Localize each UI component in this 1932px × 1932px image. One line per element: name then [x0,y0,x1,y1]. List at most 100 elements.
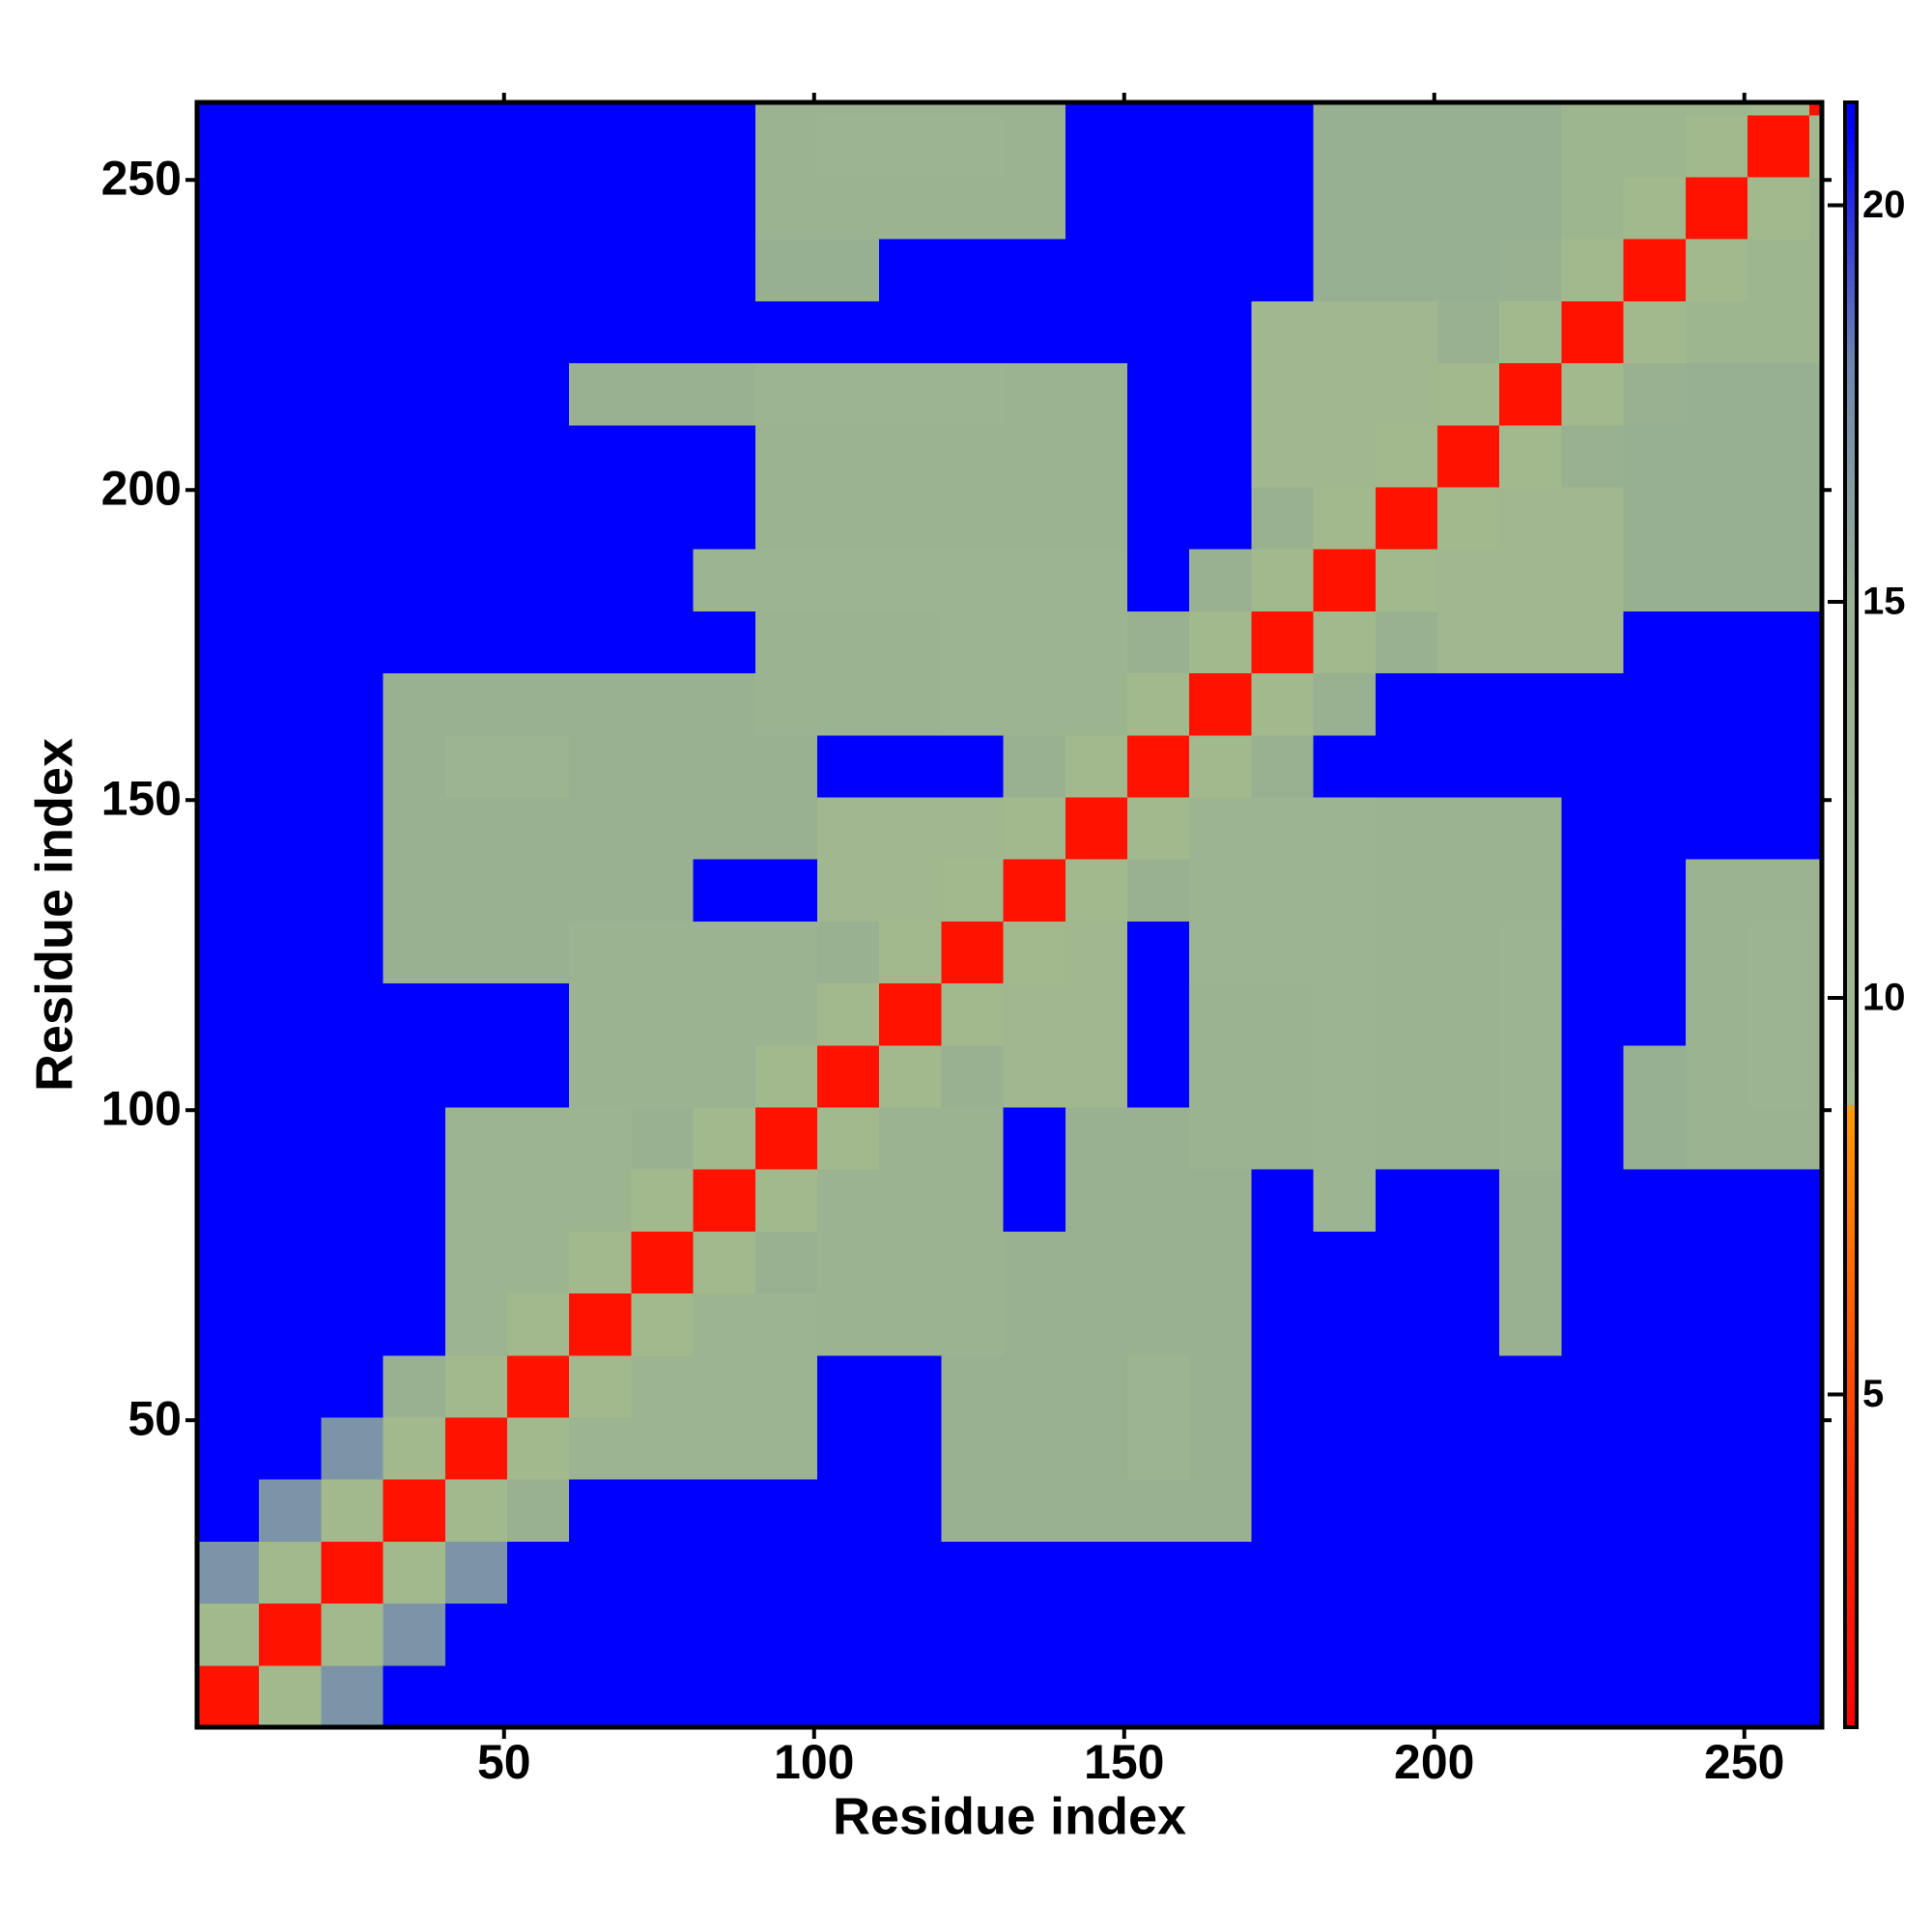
heatmap-cell [1499,1541,1562,1605]
heatmap-cell [1499,1603,1562,1666]
heatmap-cell [1003,114,1066,178]
heatmap-cell [754,300,818,364]
heatmap-cell [1623,549,1687,611]
heatmap-cell [1313,1107,1377,1170]
colorbar-swatch [1845,1266,1857,1273]
y-tick-label: 250 [101,151,182,205]
colorbar-swatch [1845,1158,1857,1165]
heatmap-cell [197,239,260,301]
heatmap-cell [1623,177,1687,240]
colorbar-swatch [1845,508,1857,515]
heatmap-cell [506,734,570,798]
heatmap-cell [754,1603,818,1666]
colorbar-swatch [1845,757,1857,764]
heatmap-cell [1065,672,1128,736]
heatmap-cell [1375,239,1438,301]
heatmap-cell [693,1293,756,1356]
heatmap-cell [444,102,508,116]
colorbar-swatch [1845,893,1857,899]
heatmap-cell [754,1107,818,1170]
colorbar-swatch [1845,1277,1857,1284]
colorbar-swatch [1845,1071,1857,1078]
heatmap-cell [1809,1664,1823,1728]
colorbar-swatch [1845,400,1857,407]
heatmap-cell [1436,1664,1500,1728]
x-tick-label: 50 [477,1735,531,1789]
heatmap-cell [1623,1417,1687,1480]
heatmap-cell [631,797,695,860]
heatmap-cell [1313,859,1377,922]
heatmap-cell [941,1293,1005,1356]
heatmap-cell [1251,859,1315,922]
colorbar-swatch [1845,666,1857,672]
heatmap-cell [941,859,1005,922]
heatmap-cell [1809,1354,1823,1418]
heatmap-cell [1499,1417,1562,1480]
heatmap-cell [693,982,756,1046]
heatmap-cell [693,1417,756,1480]
heatmap-cell [1003,1603,1066,1666]
colorbar-swatch [1845,367,1857,374]
colorbar-swatch [1845,124,1857,130]
heatmap-cell [1251,921,1315,984]
heatmap-cell [816,1479,880,1542]
heatmap-cell [1065,362,1128,426]
heatmap-cell [693,362,756,426]
heatmap-cell [1313,487,1377,550]
heatmap-cell [1499,1293,1562,1356]
colorbar-frame [1843,100,1859,1729]
heatmap-cell [321,102,384,116]
heatmap-cell [197,734,260,798]
colorbar-swatch [1845,1125,1857,1132]
colorbar-swatch [1845,487,1857,494]
heatmap-cell [693,797,756,860]
heatmap-cell [569,300,632,364]
heatmap-cell [1685,859,1748,922]
colorbar-swatch [1845,779,1857,786]
heatmap-cell [197,102,260,116]
heatmap-cell [321,114,384,178]
heatmap-cell [1251,1603,1315,1666]
colorbar-swatch [1845,1115,1857,1122]
heatmap-cell [1623,1354,1687,1418]
heatmap-cell [259,611,322,674]
colorbar-swatch [1845,411,1857,417]
colorbar-swatch [1845,1640,1857,1647]
heatmap-cell [1809,1541,1823,1605]
colorbar-swatch [1845,118,1857,126]
colorbar-swatch [1845,980,1857,986]
heatmap-cell [1065,1417,1128,1480]
heatmap-cell [1126,921,1190,984]
heatmap-cell [259,114,322,178]
heatmap-cell [1251,300,1315,364]
heatmap-cell [1685,1479,1748,1542]
heatmap-cell [444,300,508,364]
heatmap-cell [1251,797,1315,860]
heatmap-cell [383,1231,446,1294]
heatmap-cell [879,1354,942,1418]
heatmap-cell [1375,549,1438,611]
heatmap-cell [259,1107,322,1170]
heatmap-cell [1623,1044,1687,1108]
heatmap-cell [1065,1044,1128,1108]
heatmap-cell [383,239,446,301]
heatmap-cell [569,114,632,178]
heatmap-cell [444,239,508,301]
heatmap-cell [1747,1231,1810,1294]
colorbar-swatch [1845,1576,1857,1582]
heatmap-cell [693,177,756,240]
heatmap-cell [631,1417,695,1480]
heatmap-cell [1436,982,1500,1046]
heatmap-cell [879,239,942,301]
heatmap-cell [1375,1293,1438,1356]
heatmap-cell [1685,921,1748,984]
heatmap-cell [1747,611,1810,674]
heatmap-cell [693,1044,756,1108]
colorbar-swatch [1845,454,1857,461]
heatmap-cell [1685,1417,1748,1480]
heatmap-cell [1623,1293,1687,1356]
colorbar-swatch [1845,1678,1857,1685]
heatmap-cell [1189,734,1252,798]
heatmap-cell [444,1231,508,1294]
